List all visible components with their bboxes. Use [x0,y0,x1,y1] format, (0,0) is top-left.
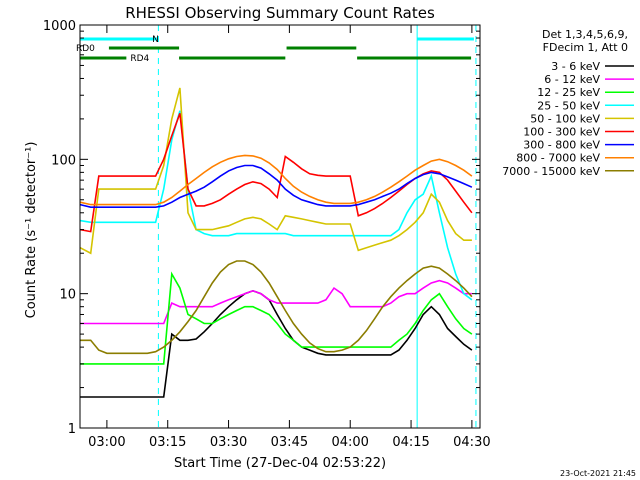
plot-area: N RD0 RD4 [76,25,477,428]
legend-entry-label-8: 800 - 7000 keV [516,152,600,165]
legend-entry-label-6: 100 - 300 keV [523,126,600,139]
y-axis: 1 10 100 1000 [43,19,480,437]
y-tick-label-4: 1000 [43,19,76,34]
series-line-5 [79,87,472,255]
x-tick-label-4: 03:45 [271,435,308,450]
x-tick-label-6: 04:15 [392,435,429,450]
x-tick-label-2: 03:15 [149,435,186,450]
chart-title: RHESSI Observing Summary Count Rates [125,4,435,22]
x-tick-label-7: 04:30 [453,435,490,450]
x-axis-label: Start Time (27-Dec-04 02:53:22) [174,456,386,471]
x-axis: 03:00 03:15 03:30 03:45 04:00 04:15 04:30 [88,25,491,450]
footer-timestamp: 23-Oct-2021 21:45 [560,469,636,478]
plot-frame [79,24,481,429]
legend-entry-label-1: 3 - 6 keV [551,60,600,73]
series-line-3 [80,271,473,365]
legend-header-line-2: FDecim 1, Att 0 [543,41,628,54]
legend: Det 1,3,4,5,6,9,FDecim 1, Att 0 3 - 6 keV… [502,28,634,178]
series-line-1 [80,289,473,398]
series-line-4 [79,110,473,301]
legend-entry-label-9: 7000 - 15000 keV [502,165,600,178]
series-line-2 [80,279,472,325]
series-line-9 [80,260,473,355]
legend-entry-label-2: 6 - 12 keV [544,73,600,86]
legend-entry-label-5: 50 - 100 keV [530,112,600,125]
x-tick-label-3: 03:30 [210,435,247,450]
legend-header-line-1: Det 1,3,4,5,6,9, [542,28,628,41]
y-axis-label: Count Rate (s⁻¹ detector⁻¹) [24,142,39,319]
x-tick-label-1: 03:00 [88,435,125,450]
y-tick-label-1: 1 [68,422,76,437]
series-line-7 [79,164,473,208]
x-tick-label-5: 04:00 [331,435,368,450]
y-tick-label-3: 100 [51,153,76,168]
status-bar-label-n: N [152,35,159,45]
status-bar-label-rd0: RD0 [76,44,95,54]
legend-entry-label-3: 12 - 25 keV [537,86,600,99]
legend-entry-label-4: 25 - 50 keV [537,99,600,112]
legend-entry-label-7: 300 - 800 keV [523,139,600,152]
status-bar-label-rd4: RD4 [130,54,149,64]
y-tick-label-2: 10 [59,288,76,303]
series-line-8 [79,154,473,206]
